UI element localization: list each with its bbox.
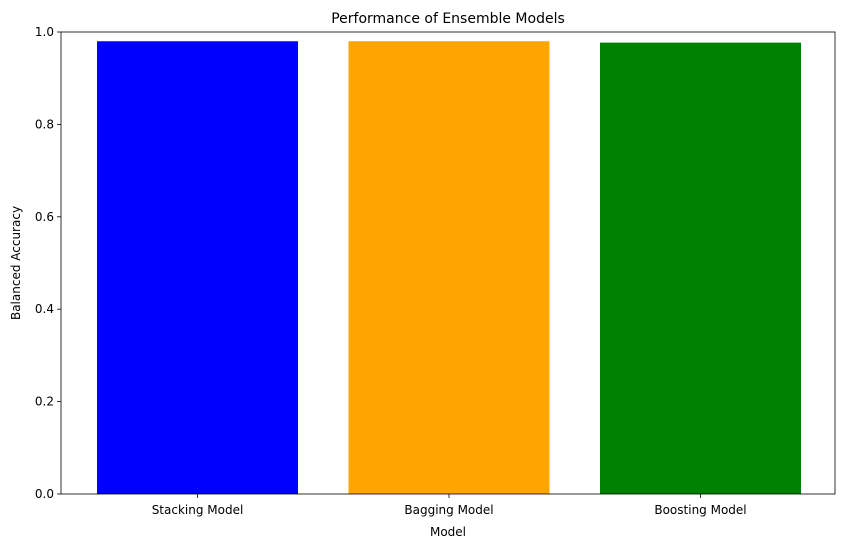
y-tick-label: 0.6 — [35, 210, 54, 224]
bar-bagging-model — [348, 41, 550, 495]
bar-stacking-model — [97, 41, 298, 495]
x-axis-label: Model — [430, 525, 466, 539]
x-tick-label: Bagging Model — [404, 503, 493, 517]
y-axis-label: Balanced Accuracy — [9, 206, 23, 320]
y-tick-label: 0.0 — [35, 487, 54, 501]
bar-boosting-model — [600, 42, 801, 494]
y-tick-label: 0.8 — [35, 117, 54, 131]
chart-title: Performance of Ensemble Models — [331, 11, 565, 27]
y-tick-label: 0.4 — [35, 302, 54, 316]
x-tick-label: Stacking Model — [152, 503, 244, 517]
y-tick-label: 1.0 — [35, 25, 54, 39]
axes-frame — [60, 31, 836, 495]
plot-area: Stacking Model Bagging Model Boosting Mode… — [35, 25, 836, 517]
x-tick-label: Boosting Model — [654, 503, 746, 517]
y-tick-label: 0.2 — [35, 395, 54, 409]
